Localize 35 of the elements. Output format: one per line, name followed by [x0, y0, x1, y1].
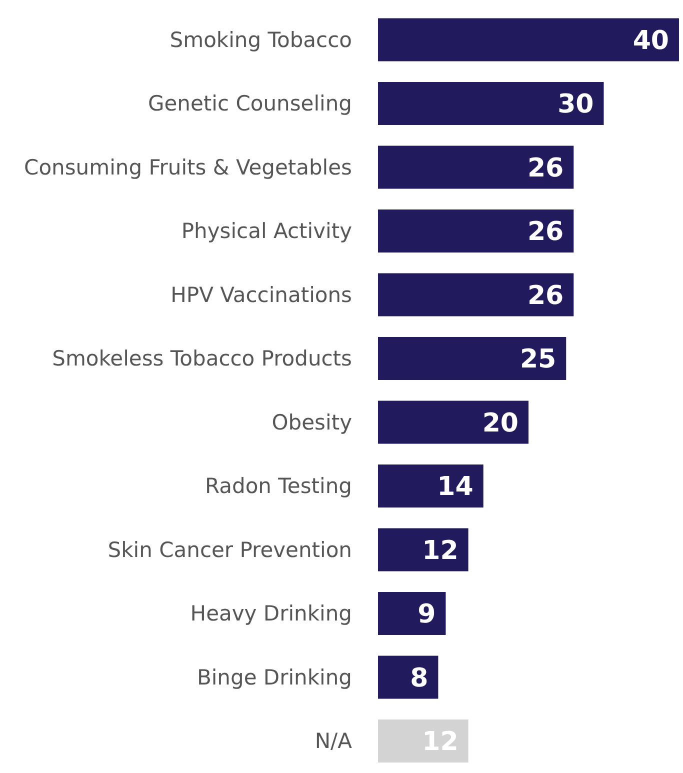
data-label: 26	[527, 217, 564, 248]
bar	[378, 146, 574, 189]
data-label: 26	[527, 153, 564, 184]
bar	[378, 400, 528, 444]
y-tick-label: Radon Testing	[205, 474, 352, 498]
y-tick-label: Obesity	[272, 410, 352, 434]
y-tick-label: Consuming Fruits & Vegetables	[24, 155, 352, 180]
bar	[378, 18, 679, 62]
bar	[378, 719, 468, 762]
bar	[378, 273, 574, 316]
data-label: 20	[482, 408, 518, 438]
bar	[378, 336, 566, 380]
bar	[378, 528, 468, 572]
data-label: 40	[632, 26, 669, 56]
data-label: 14	[437, 472, 474, 502]
y-tick-label: Binge Drinking	[196, 665, 352, 690]
y-tick-label: HPV Vaccinations	[170, 282, 352, 307]
bar	[378, 464, 484, 508]
data-label: 25	[520, 344, 556, 375]
data-label: 9	[418, 600, 436, 630]
bar	[378, 209, 574, 252]
bar	[378, 656, 438, 699]
y-tick-label: Skin Cancer Prevention	[108, 538, 352, 562]
y-tick-label: N/A	[314, 729, 353, 754]
data-label: 26	[527, 280, 564, 311]
y-tick-label: Physical Activity	[181, 219, 352, 244]
bar	[378, 82, 604, 125]
data-label: 12	[422, 536, 458, 566]
y-tick-label: Smokeless Tobacco Products	[52, 346, 352, 371]
y-tick-label: Genetic Counseling	[148, 92, 352, 116]
data-label: 30	[558, 90, 594, 120]
bar	[378, 592, 446, 635]
y-tick-label: Smoking Tobacco	[170, 28, 352, 52]
data-label: 8	[410, 663, 428, 694]
y-tick-label: Heavy Drinking	[190, 602, 352, 626]
